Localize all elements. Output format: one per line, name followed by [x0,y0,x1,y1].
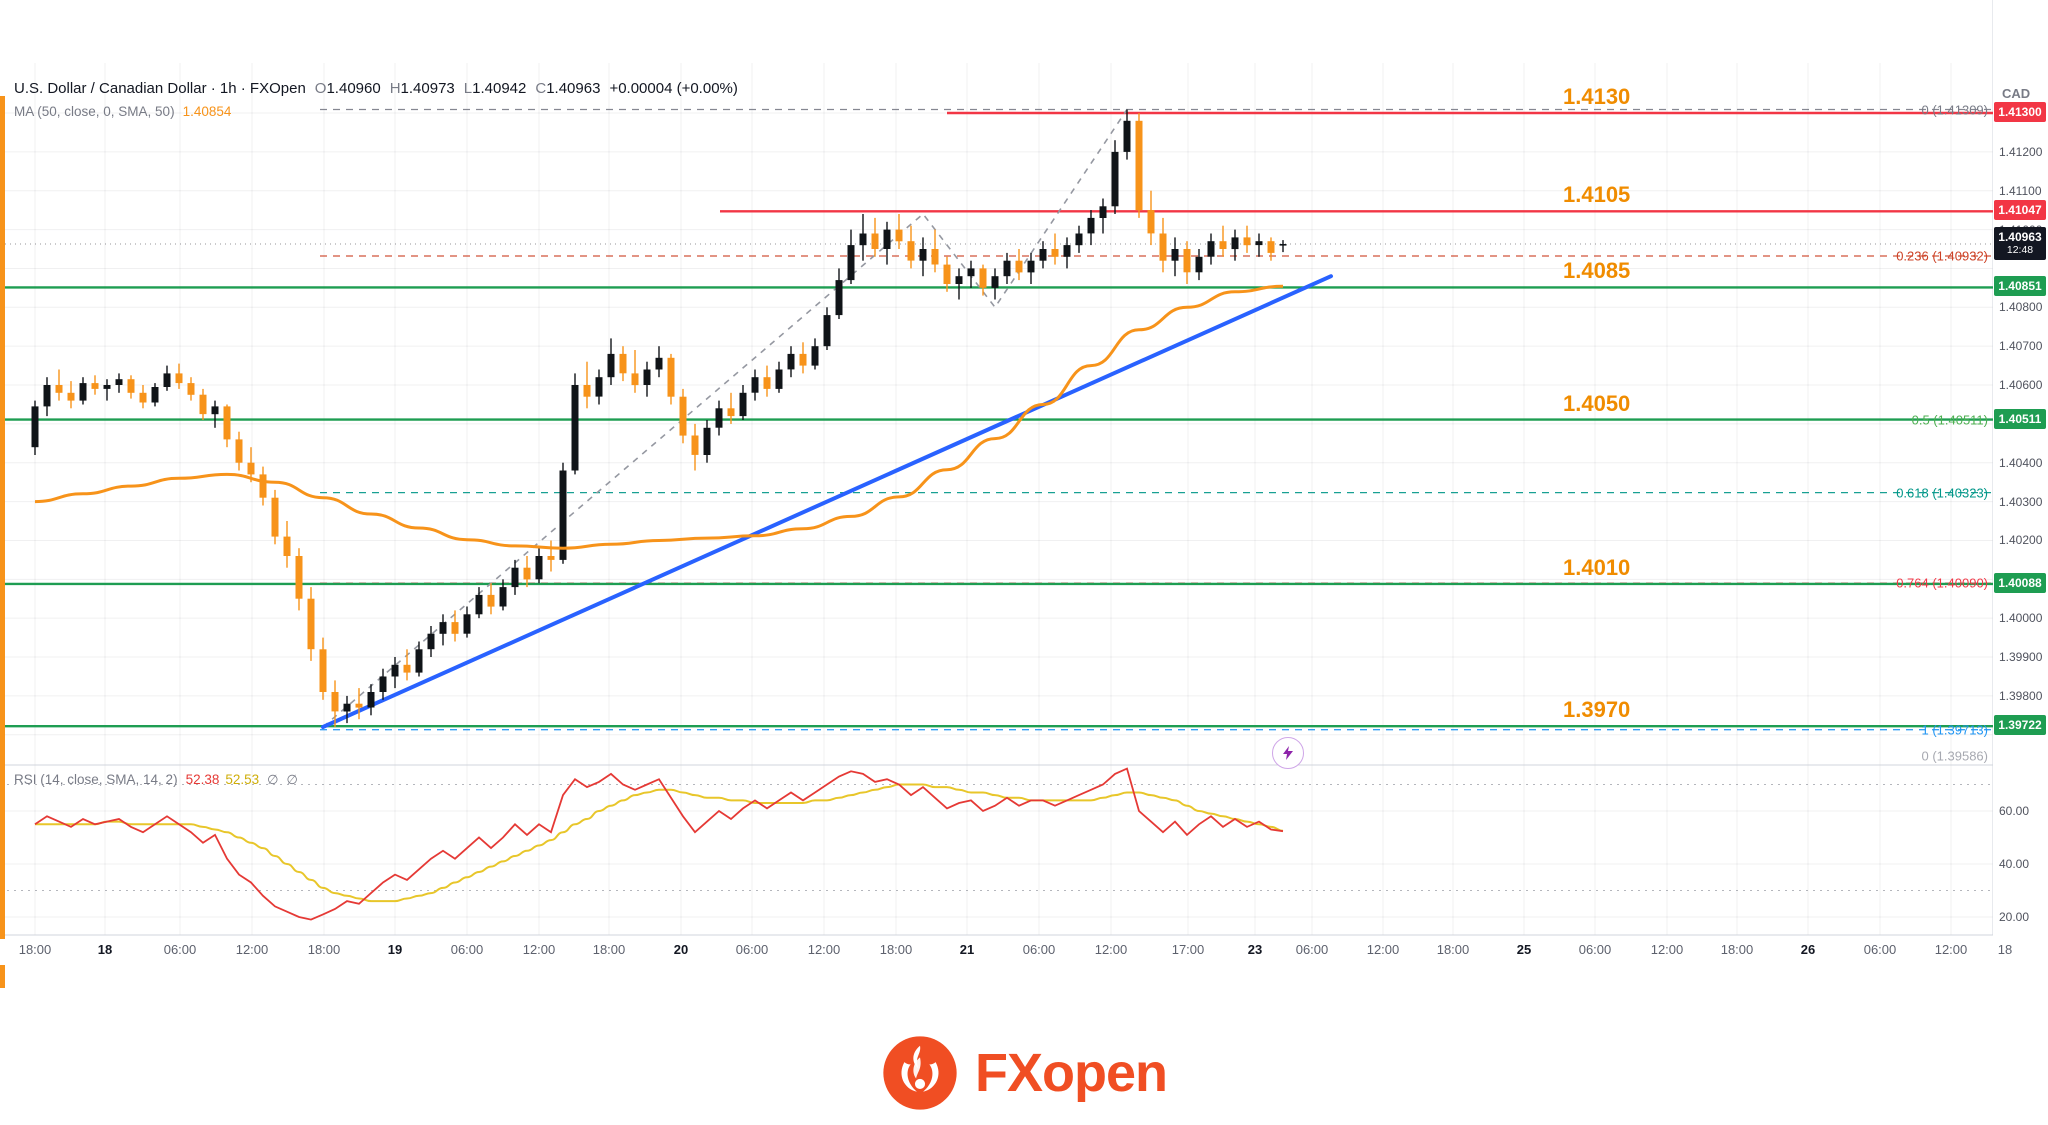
time-axis[interactable]: 18:00 18 06:00 12:00 18:00 19 06:00 12:00 18:00 2… [0,939,2048,965]
lightning-bolt-icon [1283,746,1293,760]
time-label: 12:00 [1366,942,1400,957]
price-tick: 1.40000 [1999,611,2043,626]
hidden-series-icon[interactable]: ∅ [286,772,298,787]
quick-trade-icon[interactable] [1272,737,1304,769]
time-label: 12:00 [807,942,841,957]
time-label: 26 [1800,942,1816,957]
rsi-ma-value: 52.53 [225,772,260,787]
rsi-line [34,767,1284,921]
ma-value: 1.40854 [182,104,232,119]
fxopen-logo-text: FXopen [974,1043,1168,1103]
time-label: 12:00 [1094,942,1128,957]
chart-canvas[interactable] [0,0,2048,965]
current-price-badge: 1.40963 12:48 [1994,226,2046,260]
time-label: 06:00 [735,942,769,957]
time-label: 12:00 [1934,942,1968,957]
candles-group [31,109,1287,727]
time-label: 21 [959,942,975,957]
time-label: 06:00 [1863,942,1897,957]
symbol-title: U.S. Dollar / Canadian Dollar · 1h · FXO… [14,80,306,97]
rsi-tick: 40.00 [1999,857,2030,871]
time-label: 06:00 [1295,942,1329,957]
time-label: 12:00 [522,942,556,957]
rsi-ma-line [34,783,1284,903]
high-value: 1.40973 [400,80,455,97]
support-resistance-lines[interactable] [0,111,1993,728]
price-tick: 1.40200 [1999,533,2043,548]
sma-50-line [34,284,1284,550]
price-axis[interactable]: CAD 1.412001.411001.410001.408001.407001… [1993,0,2048,965]
price-tick: 1.39800 [1999,688,2043,703]
time-label: 18:00 [1720,942,1754,957]
price-line-badge: 1.41047 [1994,200,2046,221]
rsi-label: RSI (14, close, SMA, 14, 2) [14,772,178,787]
hidden-series-icon[interactable]: ∅ [267,772,279,787]
countdown-timer: 12:48 [2006,243,2034,256]
time-label: 18 [97,942,113,957]
price-line-badge: 1.40088 [1994,572,2046,593]
price-tick: 1.40700 [1999,339,2043,354]
price-line-badge: 1.41300 [1994,102,2046,122]
rsi-legend[interactable]: RSI (14, close, SMA, 14, 2) 52.38 52.53 … [14,772,298,788]
change-value: +0.00004 (+0.00%) [609,80,738,97]
price-tick: 1.40400 [1999,455,2043,470]
ma-legend[interactable]: MA (50, close, 0, SMA, 50) 1.40854 [14,104,231,119]
price-tick: 1.41200 [1999,144,2043,159]
price-line-badge: 1.39722 [1994,715,2046,736]
ma-label: MA (50, close, 0, SMA, 50) [14,104,175,119]
time-label: 06:00 [450,942,484,957]
close-value: 1.40963 [546,80,601,97]
time-label: 12:00 [235,942,269,957]
open-label: O [314,80,327,97]
fxopen-logo: FXopen [0,1030,2048,1116]
price-tick: 1.39900 [1999,650,2043,665]
time-label: 12:00 [1650,942,1684,957]
ascending-trendline[interactable] [321,274,1333,729]
time-label: 18:00 [1436,942,1470,957]
rsi-value: 52.38 [185,772,220,787]
rsi-tick: 60.00 [1999,804,2030,818]
low-value: 1.40942 [472,80,527,97]
time-label: 19 [387,942,403,957]
symbol-legend[interactable]: U.S. Dollar / Canadian Dollar · 1h · FXO… [14,80,738,97]
price-tick: 1.40800 [1999,300,2043,315]
close-label: C [535,80,547,97]
rsi-tick: 20.00 [1999,910,2030,924]
time-label: 06:00 [163,942,197,957]
price-tick: 1.41100 [1999,183,2042,198]
time-label: 18:00 [18,942,52,957]
time-label: 23 [1247,942,1263,957]
price-line-badge: 1.40511 [1994,408,2046,429]
time-label: 06:00 [1578,942,1612,957]
low-label: L [463,80,473,97]
price-line-badge: 1.40851 [1994,276,2046,297]
time-label: 06:00 [1022,942,1056,957]
fxopen-phoenix-icon [883,1036,957,1110]
open-value: 1.40960 [326,80,381,97]
time-label: 18:00 [592,942,626,957]
time-label: 18 [1997,942,2013,957]
axis-currency-label: CAD [2002,86,2031,101]
time-label: 18:00 [307,942,341,957]
time-label: 17:00 [1171,942,1205,957]
time-label: 25 [1516,942,1532,957]
time-label: 20 [673,942,689,957]
price-tick: 1.40600 [1999,378,2043,393]
time-label: 18:00 [879,942,913,957]
left-edge-highlight [0,96,5,988]
price-tick: 1.40300 [1999,494,2043,509]
high-label: H [389,80,401,97]
